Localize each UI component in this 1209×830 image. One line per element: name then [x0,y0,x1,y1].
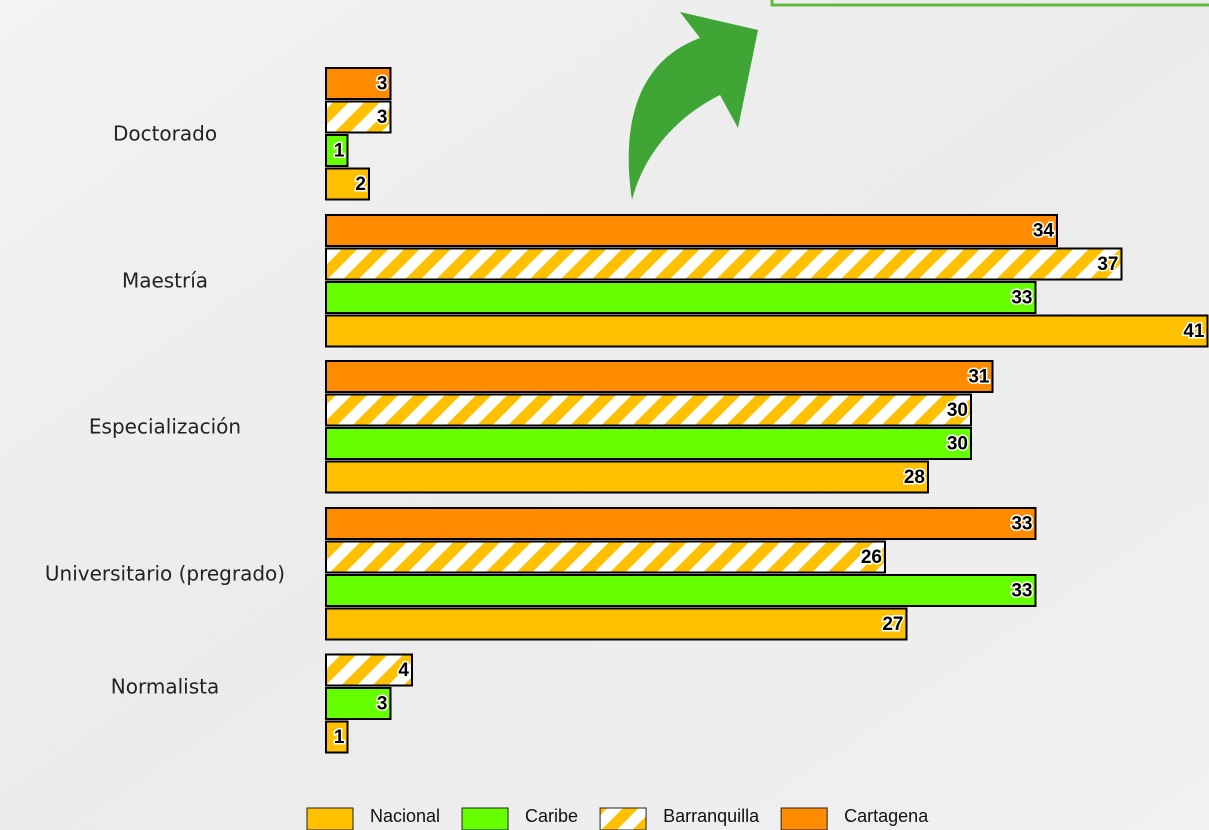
value-label: 33 [1011,514,1032,535]
value-label: 26 [861,547,882,568]
bar [325,393,972,427]
bar [325,653,413,687]
bar [325,314,1209,348]
bar [325,607,908,641]
bar [325,720,349,754]
value-label: 1 [334,727,345,748]
value-label: 3 [377,694,388,715]
value-label: 37 [1097,254,1118,275]
bar [325,100,392,134]
bar [325,540,886,574]
value-label: 3 [377,107,388,128]
bar [325,67,392,100]
bar [325,134,349,167]
bar [325,460,929,494]
category-label: Normalista [111,675,219,699]
legend-label: Caribe [525,806,578,826]
bar [325,687,392,720]
bar [325,360,994,393]
legend-swatch [780,807,828,830]
bar [325,507,1037,540]
value-label: 41 [1183,321,1205,342]
bar [325,427,972,460]
bar [325,247,1123,281]
value-label: 33 [1011,288,1032,309]
category-label: Maestría [122,269,208,293]
value-label: 33 [1011,581,1032,602]
value-label: 28 [904,467,925,488]
value-label: 3 [377,74,388,95]
value-label: 31 [968,367,990,388]
frame [770,0,1209,7]
legend-label: Cartagena [844,806,929,826]
value-label: 4 [398,660,409,681]
value-label: 27 [882,614,903,635]
legend-swatch [599,807,647,830]
value-label: 30 [947,400,968,421]
category-label: Universitario (pregrado) [45,562,285,586]
legend-swatch [306,807,354,830]
bar [325,574,1037,607]
value-label: 34 [1033,221,1055,242]
bar [325,281,1037,314]
legend-label: Nacional [370,806,440,826]
arrow [628,12,758,200]
bar [325,167,370,201]
value-label: 1 [334,141,345,162]
bar [325,214,1058,247]
legend-swatch [461,807,509,830]
category-label: Doctorado [113,122,217,146]
category-label: Especialización [89,415,241,439]
value-label: 2 [355,174,366,195]
value-label: 30 [947,434,968,455]
legend-label: Barranquilla [663,806,760,826]
